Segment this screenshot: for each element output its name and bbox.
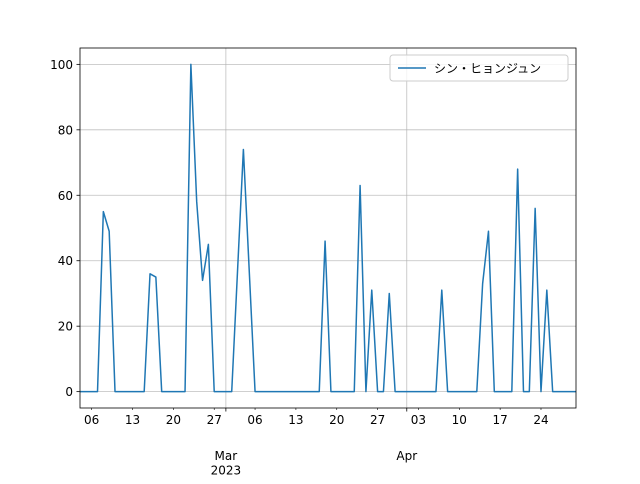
legend-label: シン・ヒョンジュン bbox=[434, 62, 541, 76]
y-tick-label: 80 bbox=[58, 123, 73, 137]
x-tick-label: 27 bbox=[370, 413, 385, 427]
x-tick-label: 17 bbox=[493, 413, 508, 427]
y-tick-label: 60 bbox=[58, 189, 73, 203]
x-tick-label: 13 bbox=[288, 413, 303, 427]
x-tick-label: 13 bbox=[125, 413, 140, 427]
x-tick-label: 06 bbox=[247, 413, 262, 427]
y-tick-label: 100 bbox=[50, 58, 73, 72]
y-tick-label: 0 bbox=[65, 385, 73, 399]
axes-frame bbox=[79, 47, 577, 409]
x-tick-label: Apr bbox=[396, 449, 417, 463]
y-tick-label: 20 bbox=[58, 320, 73, 334]
data-line bbox=[80, 63, 576, 393]
x-tick-label: 06 bbox=[84, 413, 99, 427]
x-tick-label: 20 bbox=[329, 413, 344, 427]
x-tick-label: 03 bbox=[411, 413, 426, 427]
y-tick-label: 40 bbox=[58, 254, 73, 268]
legend-box bbox=[389, 54, 569, 82]
x-tick-label: 10 bbox=[452, 413, 467, 427]
x-tick-label: Mar 2023 bbox=[211, 449, 242, 477]
x-tick-label: 24 bbox=[533, 413, 548, 427]
x-tick-label: 27 bbox=[207, 413, 222, 427]
x-tick-label: 20 bbox=[166, 413, 181, 427]
